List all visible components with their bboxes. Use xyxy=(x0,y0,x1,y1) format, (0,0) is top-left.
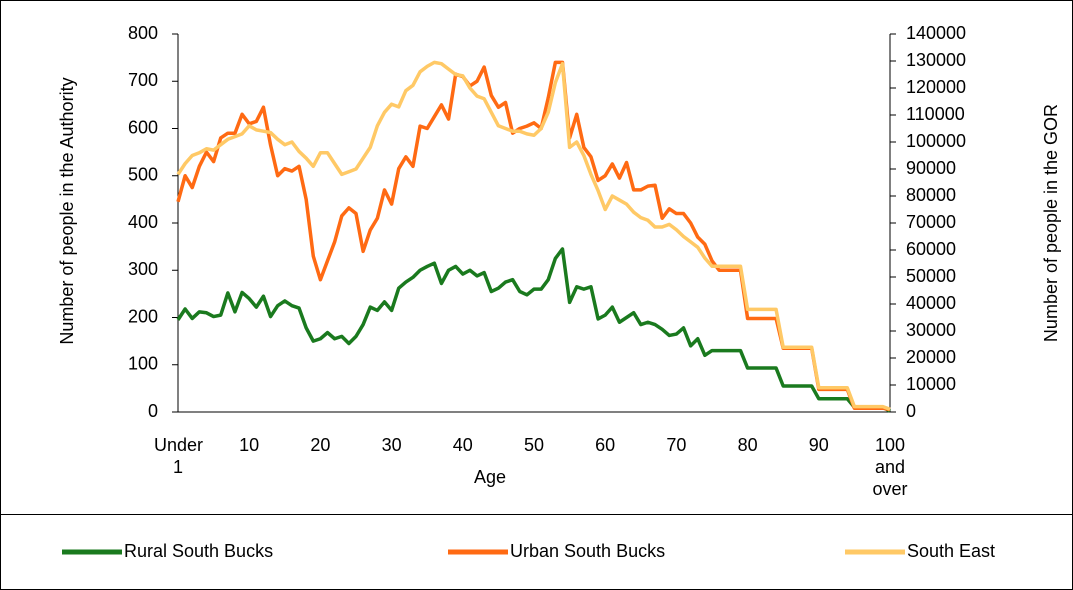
y-tick-label: 700 xyxy=(128,70,158,90)
x-tick-label: 60 xyxy=(595,435,616,455)
x-tick-label: 100 and over xyxy=(872,435,908,499)
x-tick-label: 10 xyxy=(239,435,260,455)
y-axis-label: Number of people in the Authority xyxy=(57,77,77,345)
y-tick-label: 600 xyxy=(128,117,158,137)
y-tick-label: 0 xyxy=(148,401,158,421)
y2-tick-label: 50000 xyxy=(906,266,956,286)
y-tick-label: 300 xyxy=(128,259,158,279)
y2-tick-label: 90000 xyxy=(906,158,956,178)
y2-tick-label: 10000 xyxy=(906,374,956,394)
x-tick-label: 90 xyxy=(808,435,829,455)
y2-tick-label: 20000 xyxy=(906,347,956,367)
legend-label: Rural South Bucks xyxy=(124,541,273,561)
x-tick-label: 50 xyxy=(523,435,545,455)
series-line xyxy=(176,60,891,412)
y2-tick-label: 120000 xyxy=(906,77,966,97)
y2-tick-label: 140000 xyxy=(906,23,966,43)
y-tick-label: 100 xyxy=(128,354,158,374)
x-tick-label: 40 xyxy=(452,435,473,455)
legend-label: Urban South Bucks xyxy=(510,541,665,561)
y2-tick-label: 30000 xyxy=(906,320,956,340)
series-line xyxy=(176,247,891,413)
y2-tick-label: 100000 xyxy=(906,131,966,151)
y2-tick-label: 0 xyxy=(906,401,916,421)
x-tick-label: 70 xyxy=(666,435,687,455)
y-tick-label: 500 xyxy=(128,165,158,185)
y2-tick-label: 80000 xyxy=(906,185,956,205)
y-tick-label: 400 xyxy=(128,212,158,232)
x-tick-label: 20 xyxy=(310,435,331,455)
x-tick-label: 30 xyxy=(381,435,402,455)
y2-axis-label: Number of people in the GOR xyxy=(1041,104,1061,342)
series-line xyxy=(176,60,891,411)
legend-label: South East xyxy=(907,541,995,561)
x-axis-label: Age xyxy=(474,467,506,487)
y-tick-label: 200 xyxy=(128,306,158,326)
x-tick-label: Under 1 xyxy=(154,435,204,477)
y2-tick-label: 40000 xyxy=(906,293,956,313)
y2-tick-label: 110000 xyxy=(906,104,965,124)
y2-tick-label: 70000 xyxy=(906,212,956,232)
y2-tick-label: 130000 xyxy=(906,50,966,70)
y2-tick-label: 60000 xyxy=(906,239,956,259)
x-tick-label: 80 xyxy=(737,435,758,455)
y-tick-label: 800 xyxy=(128,23,158,43)
